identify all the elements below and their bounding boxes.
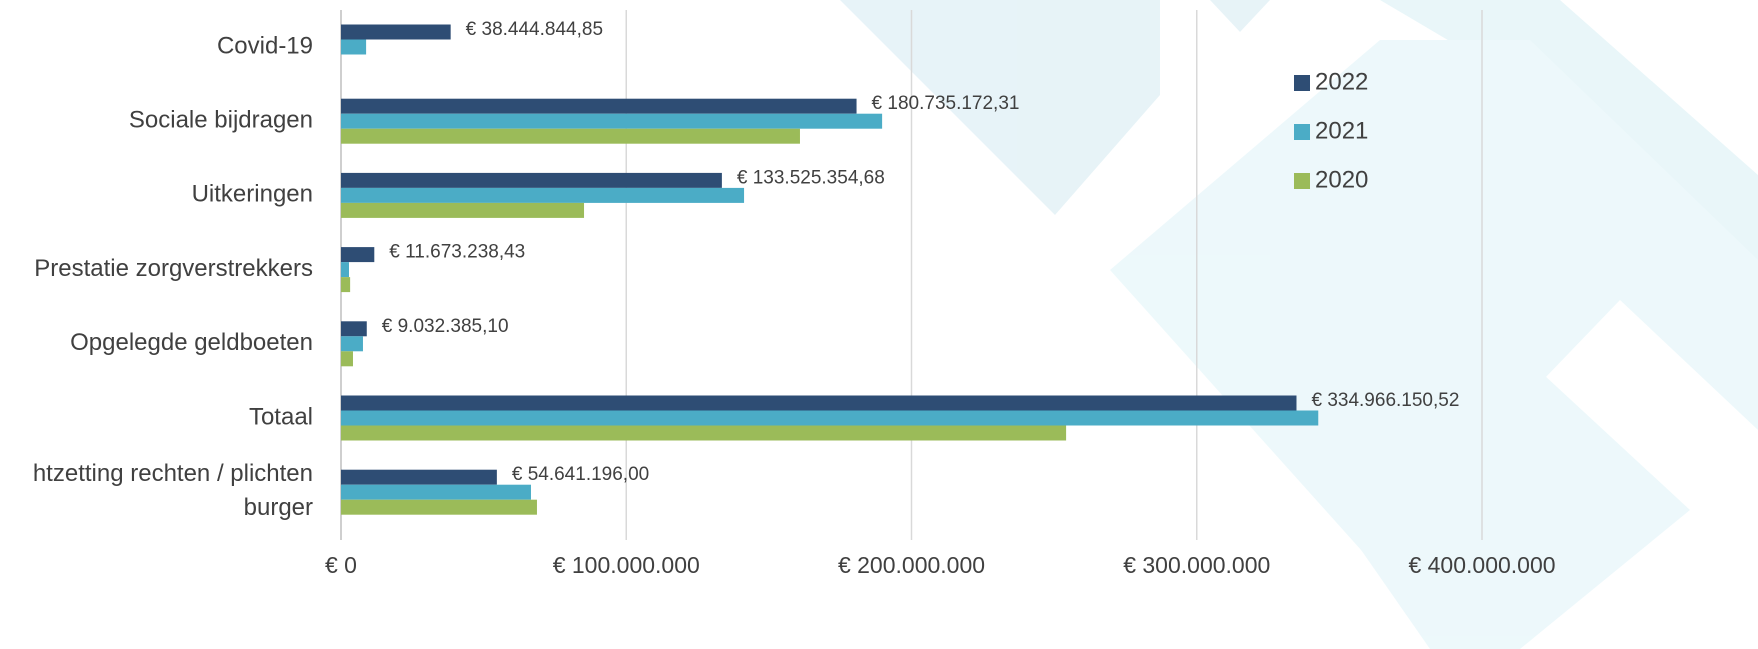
bar [341, 277, 351, 293]
background-decoration [840, 0, 1758, 649]
bar [341, 247, 375, 263]
x-tick-label: € 400.000.000 [1408, 552, 1555, 578]
bar [341, 410, 1319, 426]
value-label: € 133.525.354,68 [737, 167, 885, 188]
x-tick-label: € 0 [325, 552, 357, 578]
bar [341, 469, 497, 485]
bar [341, 202, 585, 218]
value-label: € 38.444.844,85 [466, 19, 603, 40]
legend-label: 2020 [1315, 166, 1368, 193]
category-label: Totaal [249, 403, 313, 430]
category-label: Prestatie zorgverstrekkers [34, 255, 313, 282]
bar [341, 39, 367, 55]
category-label: Uitkeringen [192, 181, 313, 208]
x-tick-label: € 100.000.000 [553, 552, 700, 578]
category-label: Opgelegde geldboeten [70, 329, 313, 356]
legend-label: 2021 [1315, 117, 1368, 144]
bar [341, 128, 800, 144]
bar [341, 321, 367, 337]
bar [341, 113, 883, 129]
bar [341, 187, 745, 203]
x-tick-label: € 300.000.000 [1123, 552, 1270, 578]
bar [341, 262, 349, 278]
bar [341, 351, 353, 367]
legend-label: 2022 [1315, 68, 1368, 95]
value-label: € 11.673.238,43 [389, 242, 525, 263]
value-label: € 9.032.385,10 [382, 316, 509, 337]
legend-swatch [1294, 173, 1310, 189]
value-label: € 54.641.196,00 [512, 464, 649, 485]
bar [341, 336, 363, 352]
bar [341, 172, 722, 188]
legend-swatch [1294, 75, 1310, 91]
bar [341, 425, 1067, 441]
bar [341, 499, 537, 515]
bar [341, 24, 451, 40]
value-label: € 334.966.150,52 [1311, 390, 1459, 411]
value-label: € 180.735.172,31 [872, 93, 1020, 114]
x-tick-label: € 200.000.000 [838, 552, 985, 578]
category-label: htzetting rechten / plichten burger [33, 461, 313, 522]
category-label: Covid-19 [217, 32, 313, 59]
bar [341, 395, 1297, 411]
bar [341, 98, 857, 114]
category-label: Sociale bijdragen [129, 107, 313, 134]
legend-swatch [1294, 124, 1310, 140]
bar [341, 484, 531, 500]
